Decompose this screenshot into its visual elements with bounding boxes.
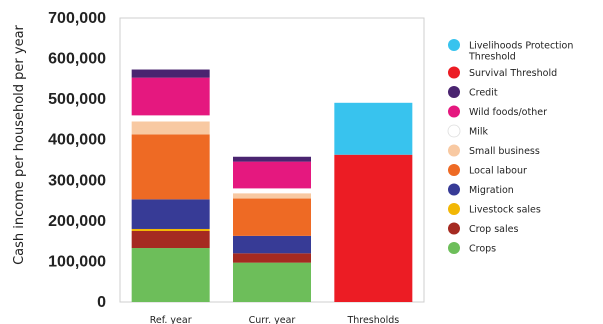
bar-segment-crop-sales bbox=[233, 253, 311, 263]
y-axis-label: Cash income per household per year bbox=[12, 24, 27, 264]
legend-swatch bbox=[448, 144, 460, 157]
x-tick-label: Thresholds bbox=[346, 315, 399, 324]
legend: Livelihoods Protection Threshold Survival … bbox=[447, 39, 573, 255]
bar-segment-wild-foods-other bbox=[233, 161, 311, 189]
x-tick-label: Ref. year bbox=[150, 315, 192, 324]
legend-swatch bbox=[448, 39, 460, 51]
bar-segment-milk bbox=[131, 115, 210, 122]
legend-label: Credit bbox=[469, 88, 498, 99]
y-tick-label: 300,000 bbox=[48, 172, 106, 189]
bar-segment-wild-foods-other bbox=[131, 77, 210, 116]
legend-label: Wild foods/other bbox=[469, 107, 547, 118]
bars-group bbox=[131, 69, 413, 302]
x-axis-ticks: Ref. year Curr. year Thresholds bbox=[150, 315, 400, 324]
legend-swatch bbox=[448, 105, 460, 118]
bar-segment-livelihoods-protection-threshold bbox=[334, 102, 413, 155]
bar-segment-credit bbox=[233, 156, 311, 162]
bar-segment-migration bbox=[233, 235, 311, 254]
bar-segment-small-business bbox=[131, 121, 210, 135]
legend-swatch bbox=[447, 124, 461, 138]
y-tick-label: 200,000 bbox=[48, 213, 106, 230]
legend-label: Milk bbox=[469, 127, 488, 138]
legend-swatch bbox=[448, 183, 460, 196]
y-tick-label: 700,000 bbox=[48, 10, 106, 27]
x-tick-label: Curr. year bbox=[249, 315, 296, 324]
legend-swatch bbox=[448, 222, 460, 235]
y-tick-label: 100,000 bbox=[48, 253, 106, 270]
bar-segment-small-business bbox=[233, 193, 311, 199]
y-tick-label: 600,000 bbox=[48, 51, 106, 68]
legend-label: Crops bbox=[469, 244, 496, 255]
bar-segment-credit bbox=[131, 69, 210, 78]
legend-label: Crop sales bbox=[469, 224, 518, 235]
legend-label: Survival Threshold bbox=[469, 68, 557, 79]
legend-label: Migration bbox=[469, 185, 514, 196]
bar-segment-crops bbox=[131, 248, 210, 302]
legend-swatch bbox=[448, 242, 460, 254]
legend-label: Livelihoods Protection Threshold bbox=[468, 41, 573, 63]
legend-swatch bbox=[448, 66, 460, 79]
y-tick-label: 400,000 bbox=[48, 132, 106, 149]
y-tick-label: 0 bbox=[97, 294, 106, 311]
legend-swatch bbox=[448, 203, 460, 215]
legend-label: Livestock sales bbox=[469, 205, 541, 216]
bar-segment-local-labour bbox=[131, 134, 210, 200]
legend-label: Local labour bbox=[469, 166, 527, 177]
bar-segment-crop-sales bbox=[131, 231, 210, 249]
legend-label: Small business bbox=[469, 146, 540, 157]
bar-segment-crops bbox=[233, 262, 311, 302]
bar-segment-migration bbox=[131, 199, 210, 229]
bar-segment-milk bbox=[233, 188, 311, 194]
bar-segment-local-labour bbox=[233, 198, 311, 236]
bar-segment-livestock-sales bbox=[131, 228, 210, 231]
bar-segment-survival-threshold bbox=[334, 154, 413, 302]
legend-swatch bbox=[448, 86, 460, 98]
y-axis-ticks: 0 100,000 200,000 300,000 400,000 500,000 600,… bbox=[48, 10, 106, 311]
y-tick-label: 500,000 bbox=[48, 91, 106, 108]
legend-swatch bbox=[448, 164, 460, 176]
